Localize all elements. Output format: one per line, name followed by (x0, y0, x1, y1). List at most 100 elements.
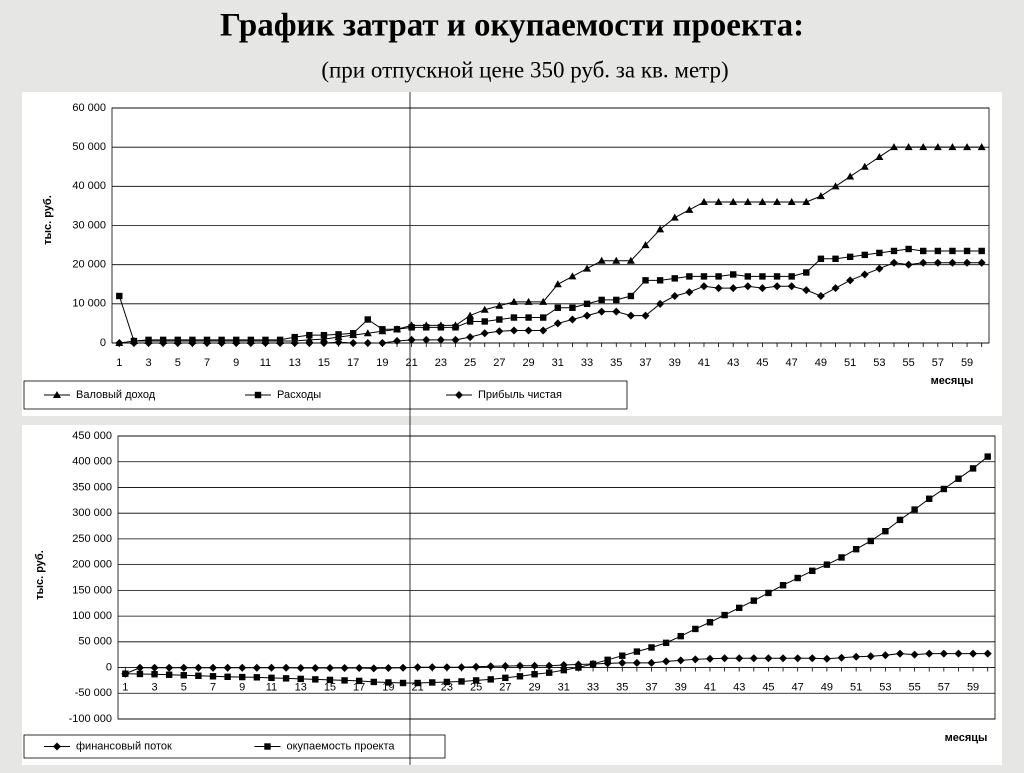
marker (217, 339, 226, 347)
marker (948, 143, 957, 151)
marker (524, 297, 533, 305)
marker (904, 260, 913, 269)
marker (173, 339, 182, 347)
marker (700, 273, 708, 280)
marker (969, 649, 978, 658)
marker (496, 316, 503, 323)
marker (341, 677, 348, 684)
marker (428, 663, 437, 672)
marker (984, 453, 991, 460)
marker (802, 286, 811, 295)
x-tick-label: 51 (844, 357, 856, 369)
marker (612, 307, 621, 316)
marker (627, 292, 635, 300)
plot-border (111, 107, 990, 344)
marker (787, 198, 796, 205)
marker (642, 277, 649, 284)
marker (619, 652, 626, 659)
marker (882, 527, 889, 535)
marker (831, 284, 840, 293)
marker (364, 316, 371, 323)
marker (773, 198, 782, 205)
marker (369, 664, 378, 673)
marker (954, 649, 963, 658)
marker (662, 657, 671, 666)
marker (925, 649, 934, 658)
marker (730, 271, 737, 278)
x-tick-label: 15 (324, 681, 336, 693)
marker (370, 678, 377, 686)
marker (889, 258, 898, 267)
marker (355, 664, 364, 673)
x-tick-label: 49 (821, 681, 833, 693)
marker (340, 664, 349, 673)
marker (779, 582, 787, 589)
marker (735, 654, 744, 663)
x-tick-label: 39 (675, 681, 687, 693)
marker (881, 651, 890, 660)
marker (875, 152, 884, 160)
marker (466, 333, 475, 342)
marker (641, 241, 650, 249)
marker (626, 256, 635, 264)
x-tick-label: 43 (727, 357, 739, 369)
marker (626, 311, 635, 320)
marker (764, 654, 773, 663)
marker (779, 654, 788, 663)
marker (686, 273, 693, 280)
x-tick-label: 5 (181, 681, 187, 693)
marker (715, 273, 722, 280)
x-tick-label: 57 (938, 681, 950, 693)
marker (209, 673, 217, 680)
marker (749, 654, 758, 663)
marker (305, 339, 314, 347)
x-tick-label: 37 (645, 681, 657, 693)
marker (239, 673, 246, 681)
y-tick-label: -100 000 (69, 713, 112, 725)
marker (531, 671, 538, 678)
marker (335, 331, 342, 338)
marker (948, 258, 957, 267)
marker (876, 249, 883, 257)
marker (560, 666, 568, 674)
marker (568, 315, 577, 324)
marker (656, 225, 665, 233)
marker (926, 495, 933, 502)
chart-area (22, 92, 1002, 416)
marker (159, 339, 168, 347)
marker (889, 143, 898, 151)
y-tick-label: 150 000 (72, 584, 112, 596)
legend-label: финансовый поток (76, 740, 172, 752)
marker (319, 339, 328, 347)
marker (136, 670, 144, 678)
marker (363, 339, 372, 347)
marker (919, 143, 928, 151)
marker (575, 664, 582, 671)
marker (515, 661, 524, 670)
marker (641, 311, 650, 320)
marker (910, 650, 919, 659)
marker (319, 335, 328, 343)
slide-title: График затрат и окупаемости проекта: (220, 8, 804, 44)
marker (363, 329, 372, 337)
marker (656, 299, 665, 308)
marker (524, 326, 533, 335)
x-tick-label: 19 (376, 357, 388, 369)
marker (809, 567, 816, 575)
marker (194, 663, 203, 672)
x-tick-label: 51 (850, 681, 862, 693)
marker (291, 333, 298, 341)
marker (429, 679, 436, 686)
marker (671, 275, 678, 282)
marker (896, 516, 904, 524)
marker (539, 326, 548, 335)
y-tick-label: 400 000 (72, 456, 112, 468)
marker (188, 339, 197, 347)
marker (612, 256, 621, 264)
legend-marker (264, 743, 271, 750)
marker (670, 213, 679, 221)
x-tick-label: 27 (493, 357, 505, 369)
y-tick-label: 60 000 (72, 102, 106, 114)
